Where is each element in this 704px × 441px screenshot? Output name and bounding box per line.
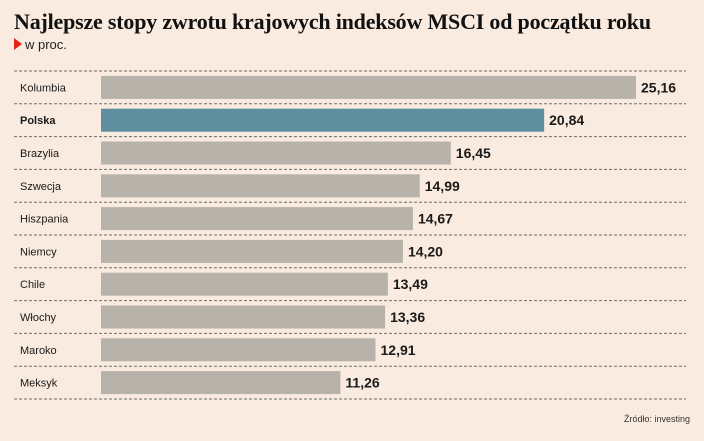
bar [101, 305, 386, 329]
chart-title: Najlepsze stopy zwrotu krajowych indeksó… [14, 9, 651, 34]
value-label: 11,26 [345, 375, 379, 391]
category-label: Włochy [20, 312, 57, 324]
category-label: Polska [20, 115, 56, 127]
category-label: Meksyk [20, 378, 58, 390]
source-note: Źródło: investing [623, 414, 690, 424]
bar [101, 239, 403, 263]
value-label: 25,16 [641, 79, 676, 95]
value-label: 20,84 [549, 112, 584, 128]
red-triangle-icon [14, 38, 22, 50]
bar [101, 108, 545, 132]
value-label: 14,67 [418, 211, 453, 227]
category-label: Maroko [20, 345, 57, 357]
bar [101, 75, 636, 99]
bar [101, 272, 388, 296]
chart-subtitle: w proc. [14, 36, 67, 52]
bar [101, 371, 341, 395]
bar [101, 338, 376, 362]
value-label: 14,20 [408, 243, 443, 259]
bar [101, 174, 420, 198]
category-label: Brazylia [20, 148, 60, 160]
category-label: Niemcy [20, 246, 57, 258]
bar [101, 207, 413, 231]
category-label: Szwecja [20, 181, 62, 193]
bar [101, 141, 451, 165]
value-label: 14,99 [425, 178, 460, 194]
value-label: 13,49 [393, 276, 428, 292]
category-label: Kolumbia [20, 82, 67, 94]
value-label: 16,45 [456, 145, 491, 161]
unit-label: w proc. [25, 36, 67, 52]
value-label: 12,91 [381, 342, 416, 358]
category-label: Chile [20, 279, 45, 291]
category-label: Hiszpania [20, 214, 69, 226]
value-label: 13,36 [390, 309, 425, 325]
